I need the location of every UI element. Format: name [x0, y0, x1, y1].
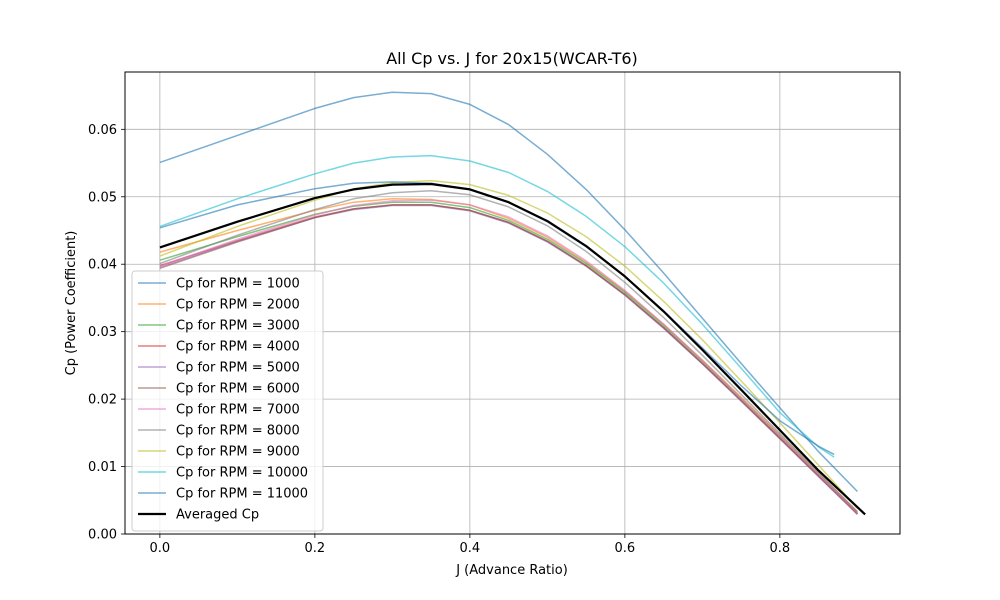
x-axis-label: J (Advance Ratio) — [455, 563, 568, 578]
series-line-6 — [159, 204, 858, 515]
series-line-10 — [159, 154, 835, 458]
legend-label: Cp for RPM = 11000 — [176, 487, 308, 502]
series-line-1 — [159, 91, 858, 493]
axis-ticks: 0.0 0.2 0.4 0.6 0.8 0.00 0.01 0.02 0.03 0.04 0.05 0… — [88, 123, 790, 556]
y-tick-label: 0.03 — [88, 325, 117, 340]
legend-box — [131, 270, 324, 532]
legend-label: Cp for RPM = 10000 — [176, 466, 308, 481]
legend: Cp for RPM = 1000 Cp for RPM = 2000 Cp for… — [131, 270, 324, 532]
averaged-series-line — [159, 182, 866, 516]
legend-label: Cp for RPM = 7000 — [176, 403, 300, 418]
legend-label: Cp for RPM = 2000 — [176, 298, 300, 313]
y-tick-label: 0.02 — [88, 393, 117, 408]
legend-label: Cp for RPM = 6000 — [176, 382, 300, 397]
x-tick-label: 0.8 — [770, 541, 791, 556]
legend-label: Averaged Cp — [176, 508, 259, 523]
legend-label: Cp for RPM = 8000 — [176, 424, 300, 439]
y-tick-label: 0.01 — [88, 460, 117, 475]
series-line-8 — [159, 189, 858, 513]
legend-label: Cp for RPM = 4000 — [176, 340, 300, 355]
legend-label: Cp for RPM = 1000 — [176, 277, 300, 292]
y-tick-label: 0.06 — [88, 123, 117, 138]
legend-label: Cp for RPM = 5000 — [176, 361, 300, 376]
y-axis-label: Cp (Power Coefficient) — [64, 231, 79, 376]
x-tick-label: 0.6 — [615, 541, 636, 556]
x-tick-label: 0.2 — [305, 541, 326, 556]
legend-label: Cp for RPM = 3000 — [176, 319, 300, 334]
x-tick-label: 0.4 — [460, 541, 481, 556]
y-tick-label: 0.05 — [88, 190, 117, 205]
legend-label: Cp for RPM = 9000 — [176, 445, 300, 460]
series-line-2 — [159, 198, 858, 513]
x-tick-label: 0.0 — [150, 541, 171, 556]
y-tick-label: 0.04 — [88, 258, 117, 273]
series-line-7 — [159, 199, 858, 514]
y-tick-label: 0.00 — [88, 528, 117, 543]
plot-frame — [124, 71, 901, 535]
series-layer — [159, 91, 866, 516]
chart-title: All Cp vs. J for 20x15(WCAR-T6) — [386, 49, 638, 68]
